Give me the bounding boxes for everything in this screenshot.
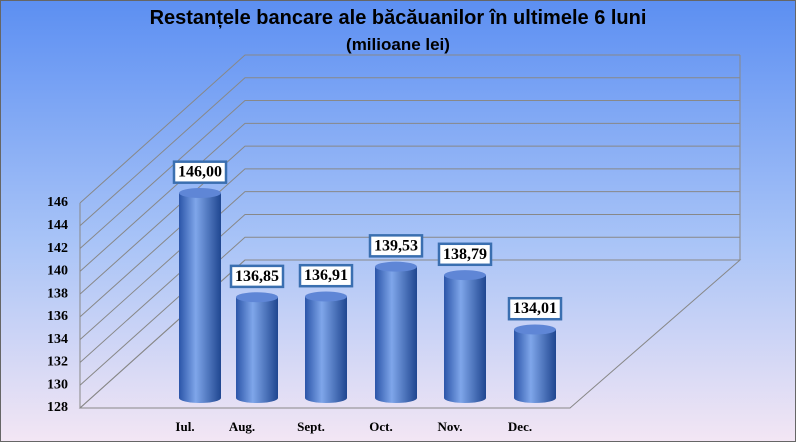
value-label-box	[437, 242, 493, 267]
y-tick-label: 146	[47, 195, 68, 210]
bar	[305, 296, 347, 403]
value-label-box	[368, 234, 424, 258]
y-tick-label: 142	[47, 241, 68, 256]
bar-top	[444, 270, 486, 281]
grid-line	[79, 168, 740, 318]
grid-line	[79, 100, 740, 249]
bar	[236, 297, 278, 403]
chart-title: Restanțele bancare ale băcăuanilor în ul…	[150, 7, 647, 29]
bar-top	[305, 291, 347, 302]
y-tick-label: 130	[47, 377, 68, 392]
value-label: 146,00	[178, 164, 222, 181]
x-tick-label: Dec.	[508, 419, 532, 434]
x-tick-label: Nov.	[438, 419, 463, 434]
y-tick-label: 134	[47, 332, 68, 347]
grid-line	[79, 236, 740, 386]
x-tick-label: Iul.	[175, 419, 194, 434]
bar-top	[514, 324, 556, 335]
y-tick-label: 132	[47, 355, 68, 370]
value-label: 138,79	[443, 246, 487, 263]
grid-line	[79, 213, 740, 363]
grid-line	[79, 54, 740, 204]
grid-line	[79, 191, 740, 341]
y-tick-label: 138	[47, 286, 68, 301]
bar	[514, 329, 556, 403]
value-label-box	[172, 160, 228, 184]
bar-top	[179, 188, 221, 198]
value-label-box	[507, 296, 563, 321]
value-label-box	[298, 263, 354, 288]
grid-line	[79, 145, 740, 295]
y-tick-label: 136	[47, 309, 68, 324]
y-tick-label: 128	[47, 400, 68, 415]
x-tick-label: Sept.	[297, 419, 325, 434]
y-tick-label: 144	[47, 218, 68, 233]
grid-line	[79, 77, 740, 227]
y-tick-label: 140	[47, 264, 68, 279]
bar-top	[375, 261, 417, 272]
bar	[444, 275, 486, 403]
bar	[179, 193, 221, 403]
x-tick-label: Aug.	[229, 419, 255, 434]
value-label-box	[229, 264, 285, 289]
value-label: 139,53	[374, 237, 418, 254]
value-label: 136,91	[304, 267, 348, 284]
value-label: 136,85	[235, 268, 279, 285]
bar	[375, 266, 417, 403]
chart-subtitle: (milioane lei)	[346, 35, 450, 54]
bar-top	[236, 292, 278, 303]
grid-line	[79, 259, 740, 409]
value-label: 134,01	[513, 300, 557, 317]
x-tick-label: Oct.	[369, 419, 392, 434]
grid-line	[79, 122, 740, 272]
